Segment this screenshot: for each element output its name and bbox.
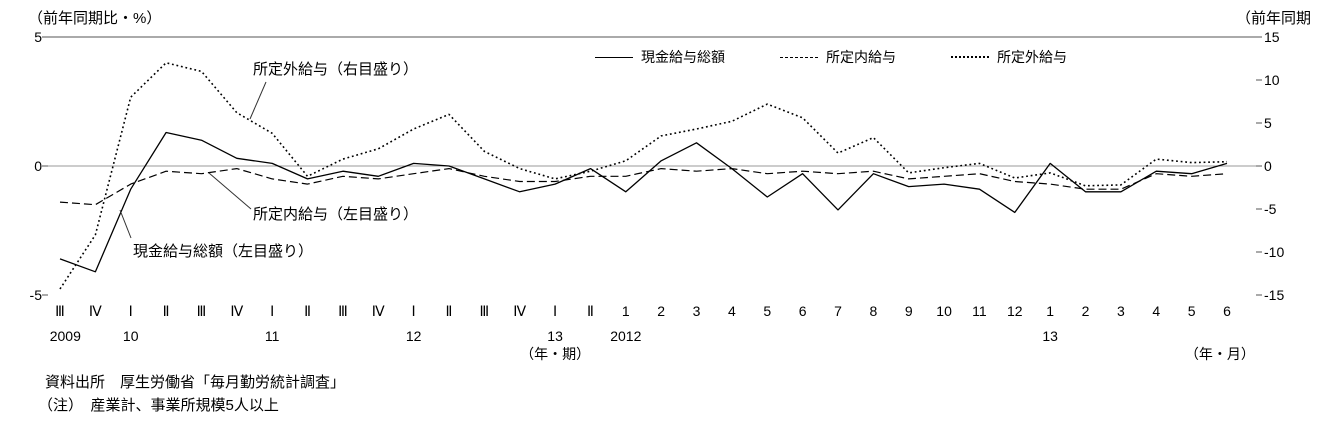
annotation-pointer-overtime xyxy=(249,81,267,120)
legend-label-scheduled-pay: 所定内給与 xyxy=(826,49,896,65)
legend-item-scheduled-pay: 所定内給与 xyxy=(780,47,896,67)
x-tick-label: Ⅳ xyxy=(513,303,527,319)
x-year-label: 12 xyxy=(405,328,422,344)
legend-label-cash-total: 現金給与総額 xyxy=(641,49,725,65)
legend: 現金給与総額 所定内給与 所定外給与 xyxy=(595,47,1067,67)
x-tick-label: 11 xyxy=(972,303,987,319)
x-tick-label: 8 xyxy=(869,303,878,319)
left-axis-tick-label: 0 xyxy=(34,158,42,174)
x-year-label: 2009 xyxy=(49,328,81,344)
dashed-line-icon xyxy=(780,56,818,58)
legend-item-overtime-pay: 所定外給与 xyxy=(951,47,1067,67)
x-tick-label: 4 xyxy=(728,303,736,319)
right-axis-tick-label: -10 xyxy=(1264,244,1285,260)
x-tick-label: 4 xyxy=(1152,303,1161,319)
x-tick-label: 3 xyxy=(1117,303,1125,319)
series-line-cash-total xyxy=(59,131,1228,273)
x-tick-label: 5 xyxy=(763,303,772,319)
x-tick-label: 9 xyxy=(904,303,913,319)
x-tick-label: Ⅱ xyxy=(445,303,453,319)
x-tick-label: 5 xyxy=(1187,303,1196,319)
x-year-label: 13 xyxy=(1042,328,1058,344)
annotation-pointer-cash xyxy=(119,209,132,239)
legend-item-cash-total: 現金給与総額 xyxy=(595,47,725,67)
right-axis-tick-label: -15 xyxy=(1264,287,1285,303)
x-axis-unit-quarter: （年・期） xyxy=(520,346,591,362)
right-axis-tick-label: 10 xyxy=(1264,72,1280,88)
x-tick-label: Ⅳ xyxy=(88,303,102,319)
x-tick-label: Ⅰ xyxy=(411,303,416,319)
x-tick-label: 2 xyxy=(657,303,666,319)
annotation-cash-total-left-scale: 現金給与総額（左目盛り） xyxy=(133,243,314,260)
right-axis-title: （前年同期 xyxy=(1235,10,1311,27)
annotation-pointer-scheduled xyxy=(208,172,252,210)
annotation-overtime-right-scale: 所定外給与（右目盛り） xyxy=(253,61,419,78)
x-tick-label: Ⅲ xyxy=(338,303,348,319)
x-axis-unit-month: （年・月） xyxy=(1184,346,1255,362)
solid-line-icon xyxy=(595,56,633,58)
right-axis-tick-label: 5 xyxy=(1264,115,1272,131)
x-tick-label: 6 xyxy=(1223,303,1231,319)
legend-label-overtime-pay: 所定外給与 xyxy=(997,49,1067,65)
series-line-scheduled-pay xyxy=(59,168,1228,206)
x-tick-label: 10 xyxy=(936,303,952,319)
x-tick-label: Ⅲ xyxy=(196,303,207,319)
note-line: （注） 産業計、事業所規模5人以上 xyxy=(38,397,279,414)
x-year-label: 13 xyxy=(547,328,563,344)
x-year-label: 11 xyxy=(264,328,280,344)
x-tick-label: Ⅰ xyxy=(270,303,275,319)
x-tick-label: Ⅲ xyxy=(55,303,65,319)
x-tick-label: Ⅱ xyxy=(162,303,170,319)
dotted-line-icon xyxy=(951,56,989,58)
x-tick-label: Ⅳ xyxy=(371,303,385,319)
right-axis-tick-label: 15 xyxy=(1264,29,1280,45)
right-axis-tick-label: 0 xyxy=(1264,158,1272,174)
x-tick-label: 2 xyxy=(1081,303,1090,319)
source-line: 資料出所 厚生労働省「毎月勤労統計調査」 xyxy=(45,374,346,391)
x-tick-label: 6 xyxy=(798,303,807,319)
series-line-overtime-pay xyxy=(59,61,1228,290)
x-tick-label: 12 xyxy=(1007,303,1023,319)
x-tick-label: 7 xyxy=(834,303,842,319)
x-tick-label: 3 xyxy=(692,303,701,319)
left-axis-tick-label: 5 xyxy=(34,29,42,45)
x-year-label: 2012 xyxy=(610,328,642,344)
x-tick-label: Ⅳ xyxy=(230,303,244,319)
x-tick-label: Ⅱ xyxy=(587,303,594,319)
annotation-scheduled-left-scale: 所定内給与（左目盛り） xyxy=(253,206,419,223)
x-tick-label: 1 xyxy=(621,303,630,319)
x-year-label: 10 xyxy=(122,328,139,344)
left-axis-title: （前年同期比・%） xyxy=(28,10,162,27)
x-tick-label: Ⅰ xyxy=(128,303,133,319)
x-tick-label: 1 xyxy=(1046,303,1055,319)
x-tick-label: Ⅰ xyxy=(553,303,558,319)
x-tick-label: Ⅱ xyxy=(304,303,311,319)
left-axis-tick-label: -5 xyxy=(29,287,42,303)
right-axis-tick-label: -5 xyxy=(1264,201,1277,217)
x-tick-label: Ⅲ xyxy=(479,303,490,319)
